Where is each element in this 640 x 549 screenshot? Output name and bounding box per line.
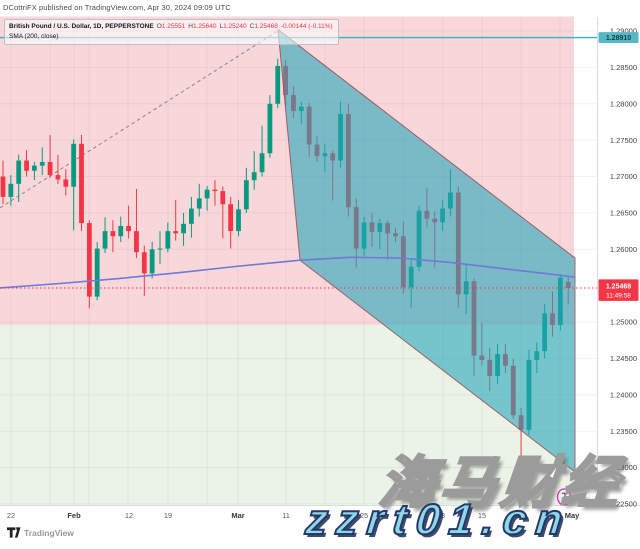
- legend-ohlc-row: British Pound / U.S. Dollar, 1D, PEPPERS…: [9, 22, 333, 32]
- candle-body: [275, 65, 281, 104]
- candle-body: [204, 189, 210, 199]
- last-price-badge: [598, 279, 639, 301]
- candle-body: [24, 160, 29, 171]
- candle-body: [39, 161, 45, 166]
- price-axis-label: 1.22500: [610, 500, 637, 509]
- candle-body: [212, 189, 218, 192]
- price-axis-label: 1.25000: [610, 318, 637, 327]
- candle-body: [16, 160, 22, 184]
- price-axis[interactable]: 1.29000 1.28500 1.28000 1.27500 1.27000 1.265…: [598, 27, 639, 509]
- time-axis-label: 19: [164, 511, 172, 520]
- symbol-legend[interactable]: British Pound / U.S. Dollar, 1D, PEPPERS…: [4, 19, 339, 46]
- highlight-circle-marker: [556, 488, 573, 506]
- symbol-title[interactable]: British Pound / U.S. Dollar, 1D, PEPPERS…: [9, 23, 154, 30]
- channel-fill: [277, 28, 576, 474]
- sma-indicator-label[interactable]: SMA (200, close): [9, 33, 59, 41]
- candle-body: [165, 231, 171, 249]
- candle-body: [243, 180, 249, 210]
- resistance-price-badge-text: 1.28910: [606, 35, 631, 42]
- tradingview-logo-icon: [7, 527, 21, 538]
- marker-glyph: [561, 492, 566, 501]
- marker-ellipse: [556, 488, 572, 506]
- candle-body: [220, 191, 226, 205]
- tradingview-logo[interactable]: TradingView: [7, 527, 74, 538]
- price-axis-label: 1.23000: [610, 463, 637, 472]
- candle-body: [236, 209, 241, 232]
- high-value: 1.25640: [192, 23, 217, 30]
- candle-body: [134, 231, 139, 253]
- candle-body: [102, 231, 108, 249]
- price-axis-label: 1.26500: [610, 209, 637, 218]
- candle-body: [79, 143, 84, 224]
- candle-body: [47, 161, 53, 176]
- time-axis[interactable]: 22 Feb 12 19 Mar 11 18 25 Apr 8 15 22 May: [7, 511, 580, 520]
- time-axis-label: 25: [360, 511, 368, 520]
- price-axis-label: 1.23500: [610, 427, 637, 436]
- time-axis-label: 18: [321, 511, 329, 520]
- candle-body: [0, 176, 6, 197]
- candle-body: [149, 249, 155, 274]
- candle-body: [141, 252, 147, 274]
- publish-attribution: DCottriFX published on TradingView.com, …: [3, 3, 231, 12]
- candle-body: [71, 143, 77, 187]
- time-axis-label: 22: [7, 511, 15, 520]
- price-axis-label: 1.29000: [610, 27, 637, 36]
- time-axis-label: Mar: [231, 511, 244, 520]
- candle-body: [55, 175, 61, 180]
- candle-body: [267, 103, 273, 154]
- price-axis-label: 1.27000: [610, 172, 637, 181]
- ascending-trendline-dashed[interactable]: [0, 29, 281, 209]
- price-axis-label: 1.24000: [610, 390, 637, 399]
- price-axis-label: 1.27500: [610, 136, 637, 145]
- candle-body: [110, 231, 116, 237]
- candle-body: [126, 226, 131, 232]
- sma-200-line[interactable]: [0, 256, 575, 289]
- time-axis-label: 8: [441, 511, 445, 520]
- resistance-price-badge: [598, 32, 639, 43]
- price-axis-label: 1.28500: [610, 63, 637, 72]
- tradingview-logo-text: TradingView: [24, 527, 74, 538]
- last-price-badge-value: 1.25468: [606, 284, 631, 291]
- time-axis-label: 11: [282, 511, 290, 520]
- marker-dot: [568, 488, 573, 492]
- low-label: L: [219, 23, 224, 30]
- candle-body: [32, 165, 37, 171]
- open-value: 1.25551: [161, 23, 186, 30]
- candle-body: [259, 153, 265, 173]
- time-axis-label: 15: [478, 511, 486, 520]
- change-value: -0.00144 (-0.11%): [280, 23, 333, 30]
- candle-body: [181, 223, 186, 234]
- time-axis-label: May: [565, 511, 580, 520]
- candle-body: [173, 231, 179, 234]
- open-label: O: [156, 23, 162, 30]
- candle-body: [189, 208, 194, 224]
- close-value: 1.25468: [254, 23, 278, 30]
- candle-body: [86, 223, 92, 297]
- time-axis-label: Feb: [67, 511, 81, 520]
- candle-body: [196, 198, 202, 209]
- candle-body: [94, 248, 100, 297]
- descending-channel[interactable]: [277, 28, 576, 474]
- time-axis-label: 22: [517, 511, 525, 520]
- time-axis-label: 12: [125, 511, 133, 520]
- candle-body: [157, 248, 163, 250]
- high-label: H: [188, 23, 193, 30]
- candle-body: [8, 183, 14, 197]
- price-axis-label: 1.26000: [610, 245, 637, 254]
- bar-close-countdown: 11:49:58: [606, 293, 631, 300]
- candle-body: [63, 179, 69, 187]
- price-axis-label: 1.28000: [610, 99, 637, 108]
- time-axis-label: Apr: [397, 511, 410, 520]
- candle-body: [251, 172, 257, 181]
- close-label: C: [249, 23, 255, 30]
- price-axis-label: 1.24500: [610, 354, 637, 363]
- watermark-domain: zzrt01.cn: [303, 495, 575, 545]
- low-value: 1.25240: [223, 23, 247, 30]
- candle-body: [228, 204, 234, 232]
- candle-body: [118, 226, 124, 237]
